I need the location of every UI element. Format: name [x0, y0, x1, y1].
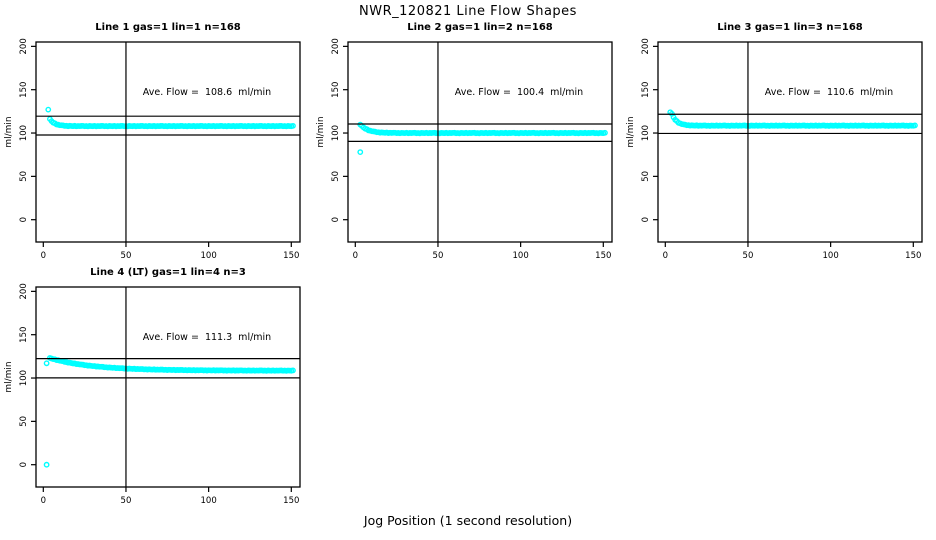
- ave-flow-annotation: Ave. Flow = 108.6 ml/min: [142, 87, 272, 98]
- y-tick-label: 100: [19, 125, 29, 141]
- plot-area: 0 50 100 150 0 50 100 150 200: [641, 38, 923, 261]
- y-axis-label: ml/min: [4, 361, 14, 393]
- panel-title: Line 4 (LT) gas=1 lin=4 n=3: [90, 267, 246, 278]
- y-tick-label: 0: [19, 462, 29, 467]
- y-tick-label: 50: [19, 416, 29, 427]
- plot-panel-4: 0 50 100 150 0 50 100 150 200 Line 4 (LT) gas=1 …: [0, 245, 312, 515]
- plot-panel-1: 0 50 100 150 0 50 100 150 200 Line 1 gas=1 lin=1…: [0, 0, 312, 270]
- x-tick-label: 100: [201, 496, 217, 506]
- reference-lines: [36, 287, 300, 487]
- plot-box: [347, 41, 613, 243]
- ave-flow-annotation: Ave. Flow = 111.3 ml/min: [142, 332, 272, 343]
- y-tick-label: 0: [641, 217, 651, 222]
- x-tick-label: 150: [595, 251, 611, 261]
- x-tick-label: 50: [121, 251, 132, 261]
- x-axis: 0 50 100 150: [663, 242, 921, 261]
- figure-title: NWR_120821 Line Flow Shapes: [359, 4, 577, 19]
- x-tick-label: 150: [283, 496, 299, 506]
- plot-box: [35, 41, 301, 243]
- x-tick-label: 0: [41, 496, 46, 506]
- x-tick-label: 0: [41, 251, 46, 261]
- plot-box: [657, 41, 923, 243]
- y-axis: 0 50 100 150 200: [19, 38, 36, 222]
- outlier-point: [43, 461, 50, 468]
- x-tick-label: 100: [513, 251, 529, 261]
- x-axis: 0 50 100 150: [41, 487, 299, 506]
- y-tick-label: 50: [641, 171, 651, 182]
- x-tick-label: 50: [743, 251, 754, 261]
- plot-area: 0 50 100 150 0 50 100 150 200: [331, 38, 613, 261]
- plot-box: [35, 286, 301, 488]
- y-tick-label: 150: [331, 82, 341, 98]
- y-axis: 0 50 100 150 200: [19, 283, 36, 467]
- scatter-series: [45, 106, 296, 130]
- y-tick-label: 200: [19, 283, 29, 299]
- y-axis-label: ml/min: [4, 116, 14, 148]
- y-tick-label: 0: [19, 217, 29, 222]
- outlier-point: [357, 149, 364, 155]
- y-axis-label: ml/min: [626, 116, 636, 148]
- scatter-series: [43, 355, 296, 468]
- ave-flow-annotation: Ave. Flow = 100.4 ml/min: [454, 87, 584, 98]
- panel-title: Line 2 gas=1 lin=2 n=168: [407, 22, 553, 33]
- x-axis: 0 50 100 150: [41, 242, 299, 261]
- x-tick-label: 0: [663, 251, 668, 261]
- y-tick-label: 100: [19, 370, 29, 386]
- panel-title: Line 3 gas=1 lin=3 n=168: [717, 22, 863, 33]
- x-axis-title: Jog Position (1 second resolution): [363, 513, 573, 528]
- y-tick-label: 0: [331, 217, 341, 222]
- x-tick-label: 100: [823, 251, 839, 261]
- y-tick-label: 150: [641, 82, 651, 98]
- y-axis: 0 50 100 150 200: [641, 38, 658, 222]
- reference-lines: [36, 42, 300, 242]
- y-axis: 0 50 100 150 200: [331, 38, 348, 222]
- y-tick-label: 50: [19, 171, 29, 182]
- scatter-series: [357, 121, 608, 155]
- y-tick-label: 150: [19, 327, 29, 343]
- x-tick-label: 150: [905, 251, 921, 261]
- panel-title: Line 1 gas=1 lin=1 n=168: [95, 22, 241, 33]
- y-tick-label: 200: [641, 38, 651, 54]
- y-tick-label: 200: [19, 38, 29, 54]
- plot-area: 0 50 100 150 0 50 100 150 200: [19, 38, 301, 261]
- outlier-point: [45, 106, 52, 113]
- x-tick-label: 150: [283, 251, 299, 261]
- plot-area: 0 50 100 150 0 50 100 150 200: [19, 283, 301, 506]
- reference-lines: [348, 42, 612, 242]
- y-tick-label: 150: [19, 82, 29, 98]
- y-tick-label: 200: [331, 38, 341, 54]
- x-tick-label: 100: [201, 251, 217, 261]
- ave-flow-annotation: Ave. Flow = 110.6 ml/min: [764, 87, 894, 98]
- plot-panel-2: 0 50 100 150 0 50 100 150 200 Line 2 gas=1 lin=2…: [312, 0, 624, 270]
- x-tick-label: 50: [433, 251, 444, 261]
- y-tick-label: 100: [641, 125, 651, 141]
- reference-lines: [658, 42, 922, 242]
- x-axis: 0 50 100 150: [353, 242, 611, 261]
- x-tick-label: 50: [121, 496, 132, 506]
- scatter-series: [667, 109, 918, 129]
- y-axis-label: ml/min: [316, 116, 326, 148]
- outlier-point: [43, 360, 50, 367]
- plot-panel-3: 0 50 100 150 0 50 100 150 200 Line 3 gas=1 lin=3…: [622, 0, 934, 270]
- x-tick-label: 0: [353, 251, 358, 261]
- y-tick-label: 100: [331, 125, 341, 141]
- y-tick-label: 50: [331, 171, 341, 182]
